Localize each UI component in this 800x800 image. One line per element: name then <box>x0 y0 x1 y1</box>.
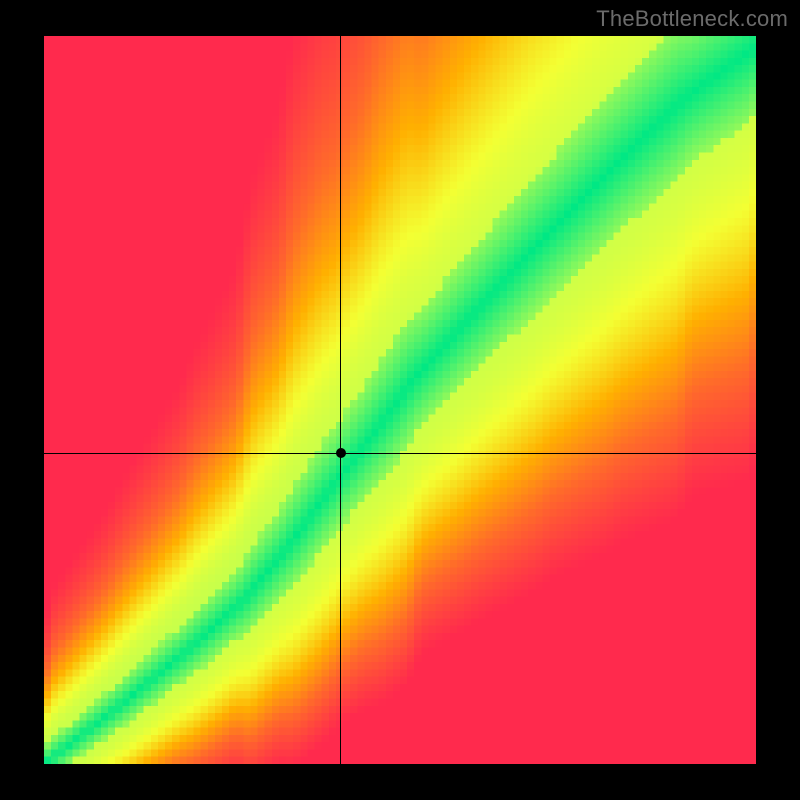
crosshair-horizontal <box>44 453 756 454</box>
bottleneck-heatmap <box>44 36 756 764</box>
watermark-text: TheBottleneck.com <box>596 6 788 32</box>
crosshair-marker <box>336 448 346 458</box>
chart-container: TheBottleneck.com <box>0 0 800 800</box>
crosshair-vertical <box>340 36 341 764</box>
